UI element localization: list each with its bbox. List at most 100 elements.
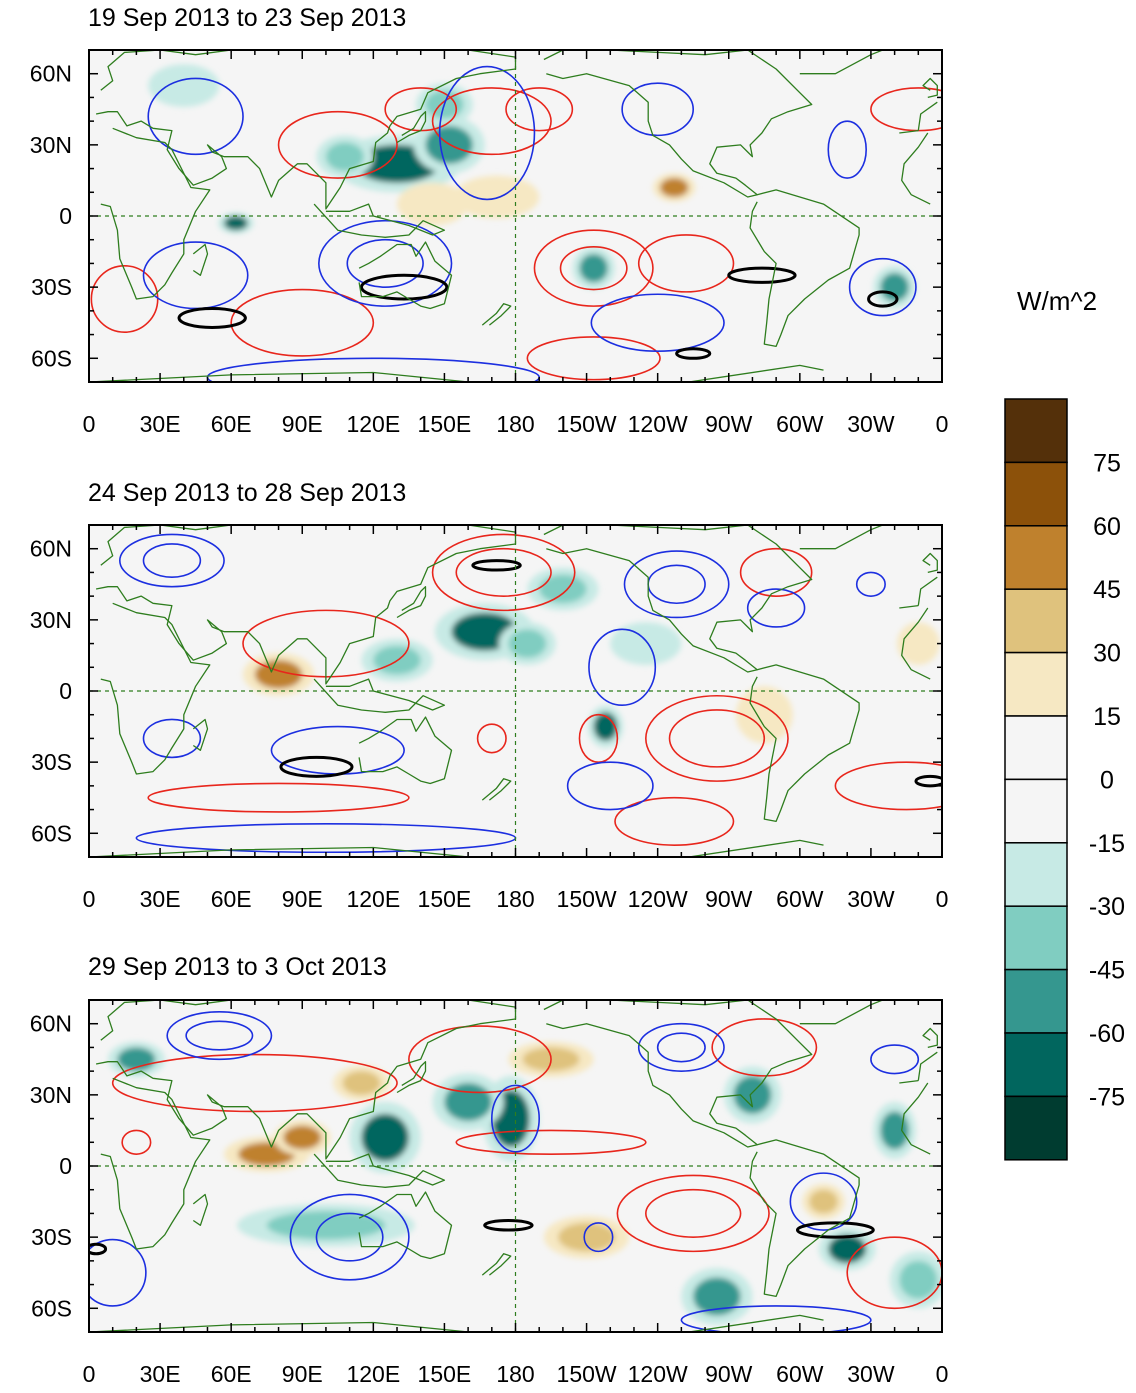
- positive-contour-2: [431, 87, 552, 156]
- positive-contour-4: [533, 229, 654, 307]
- positive-contour-7: [637, 234, 735, 293]
- coastline-10: [922, 77, 938, 99]
- panel-1: 19 Sep 2013 to 23 Sep 2013 0 30E 60E 90E 120…: [30, 4, 949, 437]
- colorbar: W/m^2 75 60 45 30 15 0 -15 -30 -45 -60 -75: [1004, 286, 1125, 1161]
- negative-contour-14: [789, 1172, 858, 1231]
- panel-2-map: [88, 524, 943, 858]
- coastline-7: [396, 1061, 427, 1094]
- x-tick-label: 150W: [557, 411, 617, 437]
- coastline-0: [100, 1077, 211, 1250]
- coastline-8: [481, 1253, 512, 1276]
- coastline-6: [313, 1153, 446, 1188]
- x-tick-label: 0: [83, 886, 96, 912]
- map-content: [89, 525, 942, 857]
- negative-contour-8: [166, 1011, 273, 1061]
- panel-1-map: [88, 49, 943, 383]
- colorbar-swatch: [1004, 778, 1068, 844]
- shading-core-12: [342, 1071, 381, 1095]
- y-tick-label: 0: [59, 678, 72, 704]
- negative-contour-13: [656, 1032, 706, 1063]
- shading-core-7: [745, 695, 784, 734]
- panel-1-axes: 0 30E 60E 90E 120E 150E 180 150W 120W 90W 60W 30W 0 6…: [30, 49, 948, 437]
- shading-core-5: [593, 712, 618, 741]
- shading-core-4: [283, 1125, 322, 1150]
- coastline-0: [899, 604, 919, 609]
- positive-contour-6: [455, 1129, 647, 1155]
- coastline-2: [358, 241, 453, 310]
- positive-contour-1: [455, 547, 552, 597]
- shading-core-8: [266, 1211, 386, 1240]
- negative-contour-18: [680, 1305, 872, 1332]
- y-tick-label: 60N: [30, 536, 72, 562]
- shading-core-8: [880, 272, 909, 302]
- colorbar-swatch: [1004, 398, 1068, 464]
- positive-contour-7: [578, 713, 619, 763]
- coastline-7: [396, 111, 427, 144]
- coastline-4: [749, 1139, 860, 1298]
- colorbar-label: 60: [1093, 513, 1121, 541]
- positive-contour-2: [711, 1018, 818, 1077]
- x-tick-label: 60E: [211, 886, 252, 912]
- x-tick-label: 30W: [847, 1361, 895, 1387]
- negative-contour-10: [289, 1193, 410, 1281]
- colorbar-label: -75: [1089, 1083, 1125, 1111]
- coastline-1: [917, 101, 938, 131]
- coastline-5: [799, 50, 885, 75]
- x-tick-label: 0: [936, 886, 949, 912]
- coastline-0: [899, 129, 919, 134]
- y-tick-label: 60N: [30, 61, 72, 87]
- colorbar-label: -45: [1089, 957, 1125, 985]
- y-tick-label: 60S: [31, 1295, 72, 1321]
- y-tick-label: 60N: [30, 1011, 72, 1037]
- shading-core-2: [325, 142, 364, 171]
- coastline-2: [358, 716, 453, 785]
- coastline-0: [901, 1082, 931, 1155]
- shading-core-7: [558, 1222, 616, 1252]
- coastline-9: [192, 718, 209, 751]
- panel-2: 24 Sep 2013 to 28 Sep 2013 0 30E 60E 90E 120…: [30, 479, 949, 912]
- shading-core-6: [809, 1189, 838, 1214]
- negative-contour-17: [746, 588, 806, 628]
- positive-contour-8: [147, 782, 410, 813]
- positive-contour-4: [645, 694, 789, 782]
- positive-contour-9: [834, 761, 942, 811]
- panel-3-axes: 0 30E 60E 90E 120E 150E 180 150W 120W 90W 60W 30W 0 6…: [30, 999, 948, 1387]
- map-content: [89, 50, 942, 382]
- panel-3: 29 Sep 2013 to 3 Oct 2013 0 30E 60E 90E 120E…: [30, 953, 949, 1387]
- positive-contour-3: [505, 87, 574, 132]
- coastline-5: [799, 1000, 885, 1025]
- colorbar-label: -15: [1089, 830, 1125, 858]
- y-tick-label: 60S: [31, 820, 72, 846]
- x-tick-label: 60E: [211, 1361, 252, 1387]
- y-tick-label: 30N: [30, 607, 72, 633]
- colorbar-labels: 75 60 45 30 15 0 -15 -30 -45 -60 -75: [1089, 449, 1125, 1111]
- negative-contour-13: [346, 238, 424, 288]
- panel-2-title: 24 Sep 2013 to 28 Sep 2013: [88, 479, 406, 507]
- coastline-6: [313, 678, 446, 713]
- x-tick-label: 30W: [847, 411, 895, 437]
- negative-contour-15: [621, 82, 695, 137]
- x-tick-label: 30E: [140, 1361, 181, 1387]
- bold-contour-0: [359, 273, 449, 301]
- positive-contour-10: [870, 87, 942, 132]
- shading-core-15: [880, 1111, 909, 1150]
- bold-contour-3: [867, 290, 899, 308]
- y-tick-label: 30S: [31, 1224, 72, 1250]
- x-tick-label: 90W: [705, 411, 753, 437]
- coastline-0: [100, 602, 211, 775]
- positive-contour-5: [614, 796, 735, 846]
- bold-contour-0: [483, 1219, 534, 1232]
- shading-core-2: [508, 629, 547, 658]
- x-tick-label: 60W: [776, 1361, 824, 1387]
- positive-contour-6: [739, 547, 813, 597]
- shading-core-5: [468, 182, 525, 212]
- x-tick-label: 120W: [628, 886, 688, 912]
- coastline-10: [922, 1027, 938, 1049]
- negative-contour-20: [855, 571, 886, 597]
- negative-contour-15: [491, 1084, 540, 1153]
- colorbar-swatch: [1004, 651, 1068, 717]
- y-tick-label: 30N: [30, 132, 72, 158]
- x-tick-label: 90W: [705, 886, 753, 912]
- x-tick-label: 0: [83, 1361, 96, 1387]
